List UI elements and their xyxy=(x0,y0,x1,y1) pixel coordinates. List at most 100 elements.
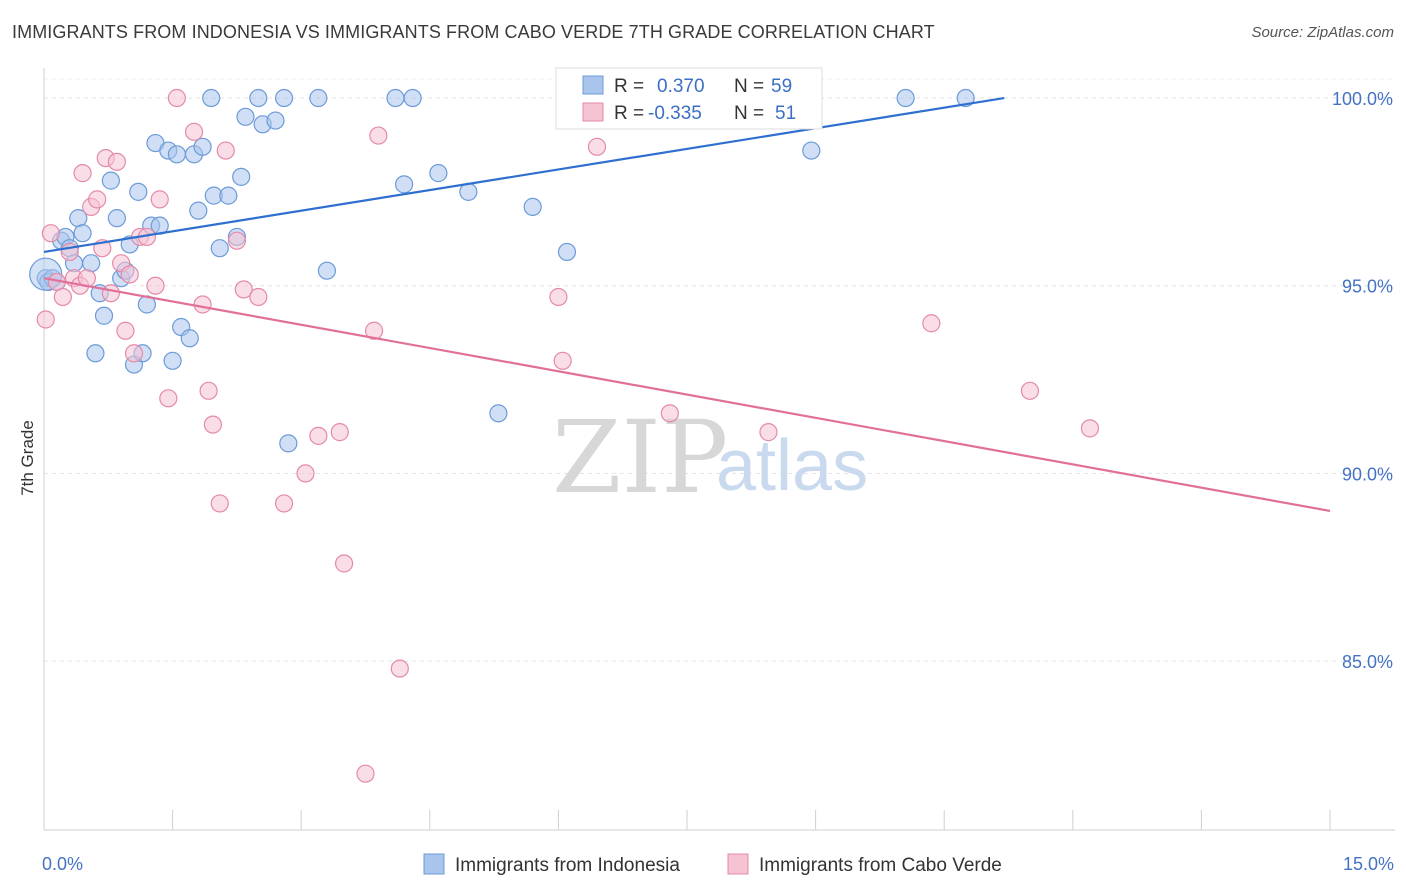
point-1-17 xyxy=(120,265,139,284)
point-0-46 xyxy=(309,88,328,108)
stats-swatch-indonesia xyxy=(582,75,604,95)
point-0-32 xyxy=(189,201,208,220)
point-0-13 xyxy=(94,306,114,325)
point-0-28 xyxy=(167,145,186,164)
point-0-43 xyxy=(266,111,285,130)
point-1-34 xyxy=(274,494,294,513)
point-1-40 xyxy=(364,321,384,340)
point-1-50 xyxy=(1080,419,1100,438)
stats-r-value-0: 0.370 xyxy=(657,76,705,97)
point-1-44 xyxy=(553,351,572,370)
point-0-41 xyxy=(249,88,268,108)
stats-n-value-0: 59 xyxy=(771,76,792,97)
point-0-51 xyxy=(429,164,448,183)
chart-title: IMMIGRANTS FROM INDONESIA VS IMMIGRANTS … xyxy=(12,22,935,42)
watermark: ZIP atlas xyxy=(552,399,868,516)
point-0-33 xyxy=(193,137,212,156)
x-tick-label-1: 15.0% xyxy=(1343,854,1394,874)
point-1-42 xyxy=(390,659,409,678)
point-0-55 xyxy=(557,242,577,262)
point-0-53 xyxy=(489,404,508,423)
point-0-20 xyxy=(129,182,148,201)
point-1-39 xyxy=(356,764,375,783)
point-1-3 xyxy=(53,287,72,307)
point-0-14 xyxy=(101,171,120,190)
point-1-0 xyxy=(36,310,55,329)
point-0-47 xyxy=(317,261,337,280)
point-1-35 xyxy=(296,464,315,483)
point-1-10 xyxy=(88,190,107,209)
axes xyxy=(43,68,1395,831)
point-1-13 xyxy=(101,284,120,303)
point-1-37 xyxy=(330,423,349,442)
point-0-15 xyxy=(107,209,126,228)
point-1-1 xyxy=(41,224,60,243)
point-1-41 xyxy=(369,126,388,145)
y-tick-label-2: 90.0% xyxy=(1342,464,1393,484)
point-1-25 xyxy=(184,122,204,141)
point-0-54 xyxy=(523,197,542,216)
point-0-57 xyxy=(896,88,915,108)
stats-swatch-caboverde xyxy=(582,102,604,122)
point-1-21 xyxy=(146,276,165,295)
point-1-46 xyxy=(660,404,679,423)
point-1-29 xyxy=(210,494,229,513)
point-0-58 xyxy=(956,88,975,108)
point-0-10 xyxy=(82,254,101,273)
point-1-7 xyxy=(73,164,92,183)
point-1-30 xyxy=(216,141,235,160)
y-tick-label-0: 100.0% xyxy=(1332,89,1393,109)
point-0-40 xyxy=(236,107,255,126)
point-0-11 xyxy=(86,344,105,363)
point-0-48 xyxy=(386,88,405,108)
point-1-23 xyxy=(159,389,178,408)
stats-n-value-1: 51 xyxy=(775,103,796,124)
point-1-22 xyxy=(150,190,169,209)
gridlines xyxy=(44,78,1395,662)
trendlines xyxy=(43,96,1331,513)
point-1-36 xyxy=(309,426,328,445)
point-1-49 xyxy=(1020,381,1040,400)
stats-n-label-1: N = xyxy=(734,103,764,124)
point-0-56 xyxy=(802,141,821,160)
point-1-14 xyxy=(107,152,126,171)
watermark-zip: ZIP xyxy=(552,399,728,516)
point-1-28 xyxy=(203,415,222,434)
stats-r-label-1: R = xyxy=(614,103,644,124)
point-0-44 xyxy=(274,88,294,108)
series-caboverde-points xyxy=(36,88,1100,783)
legend-label-caboverde: Immigrants from Cabo Verde xyxy=(759,855,1002,876)
stats-r-label-0: R = xyxy=(614,76,644,97)
stats-n-label-0: N = xyxy=(734,76,764,97)
x-tick-label-0: 0.0% xyxy=(42,854,83,874)
x-tick-labels: 0.0% 15.0% xyxy=(42,854,1394,874)
trendline-0 xyxy=(43,96,1005,254)
y-tick-label-3: 85.0% xyxy=(1342,652,1393,672)
point-1-47 xyxy=(759,423,778,442)
point-0-27 xyxy=(163,351,182,370)
point-1-43 xyxy=(549,287,568,307)
point-0-36 xyxy=(210,239,229,258)
point-1-33 xyxy=(249,287,268,307)
point-1-31 xyxy=(227,231,246,250)
point-0-30 xyxy=(180,329,199,348)
point-0-50 xyxy=(403,88,422,108)
point-1-45 xyxy=(587,137,607,156)
legend-swatch-indonesia xyxy=(423,853,445,875)
point-0-9 xyxy=(73,224,92,243)
series-legend: Immigrants from Indonesia Immigrants fro… xyxy=(423,853,1002,876)
trendline-1 xyxy=(43,277,1331,513)
y-tick-label-1: 95.0% xyxy=(1342,277,1393,297)
point-1-18 xyxy=(124,344,144,363)
point-1-38 xyxy=(334,554,354,573)
point-1-27 xyxy=(199,381,218,400)
point-1-48 xyxy=(922,314,941,333)
point-1-24 xyxy=(167,88,186,108)
point-1-16 xyxy=(116,321,135,340)
source-label: Source: ZipAtlas.com xyxy=(1251,24,1394,41)
legend-label-indonesia: Immigrants from Indonesia xyxy=(455,855,680,876)
stats-legend: R = 0.370 N = 59 R = -0.335 N = 51 xyxy=(555,67,823,130)
point-1-26 xyxy=(193,295,212,314)
watermark-atlas: atlas xyxy=(716,426,868,506)
